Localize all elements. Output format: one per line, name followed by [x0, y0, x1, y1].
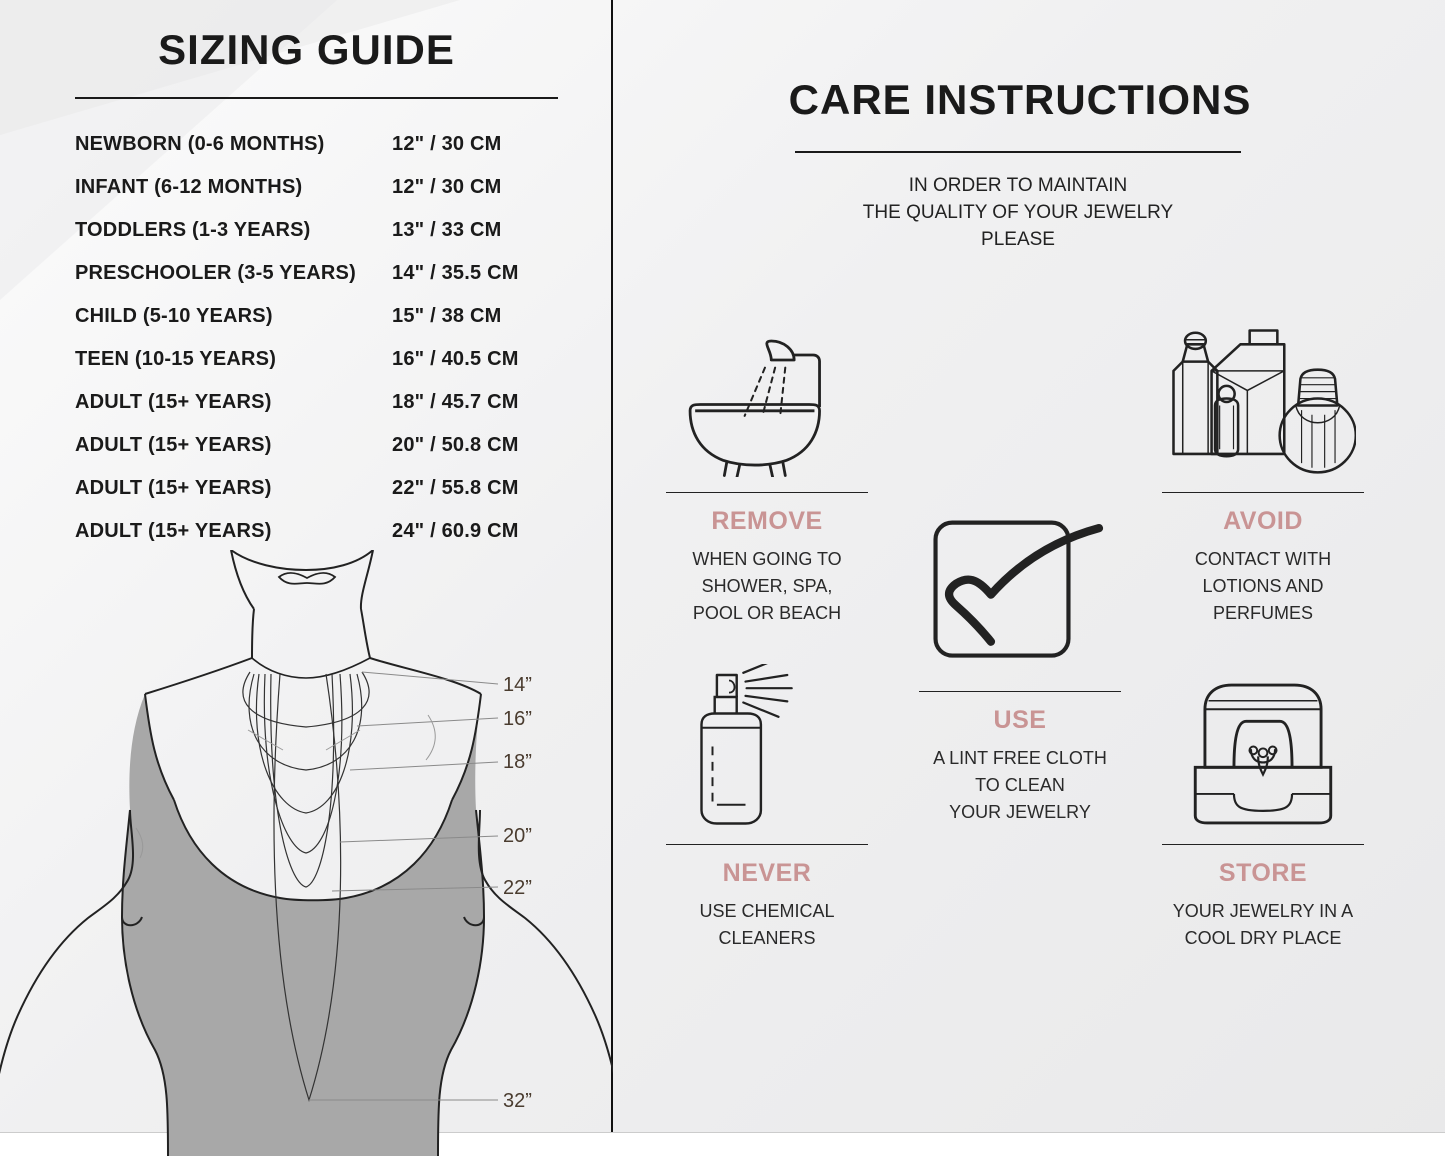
svg-text:16”: 16”	[503, 708, 532, 730]
svg-text:14”: 14”	[503, 674, 532, 696]
svg-text:22”: 22”	[503, 877, 532, 899]
svg-text:32”: 32”	[503, 1090, 532, 1112]
svg-text:18”: 18”	[503, 751, 532, 773]
svg-text:20”: 20”	[503, 825, 532, 847]
